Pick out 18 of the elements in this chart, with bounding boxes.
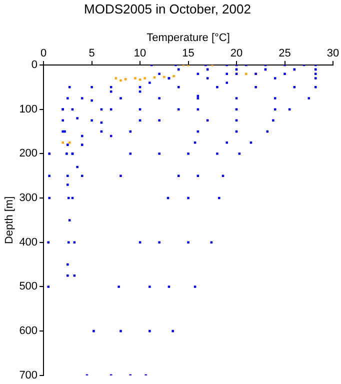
x-tick-label: 5 [88, 47, 95, 60]
y-tick-label: 200 [19, 148, 38, 160]
x-tick-label: 30 [326, 47, 340, 60]
x-tick-label: 10 [134, 47, 146, 60]
y-tick-label: 100 [19, 103, 38, 116]
x-tick-label: 25 [278, 47, 291, 60]
y-axis-title: Depth [m] [4, 196, 16, 244]
y-tick-label: 600 [19, 325, 38, 338]
y-tick-label: 700 [19, 369, 38, 382]
x-tick-label: 0 [40, 47, 47, 60]
chart-title: MODS2005 in October, 2002 [84, 1, 251, 16]
y-tick-label: 500 [19, 280, 38, 293]
x-tick-label: 15 [182, 47, 194, 60]
x-tick-label: 20 [230, 47, 243, 60]
y-tick-label: 0 [31, 59, 38, 72]
y-tick-label: 400 [19, 236, 38, 248]
x-axis-title: Temperature [°C] [146, 32, 230, 44]
y-tick-label: 300 [19, 192, 38, 204]
